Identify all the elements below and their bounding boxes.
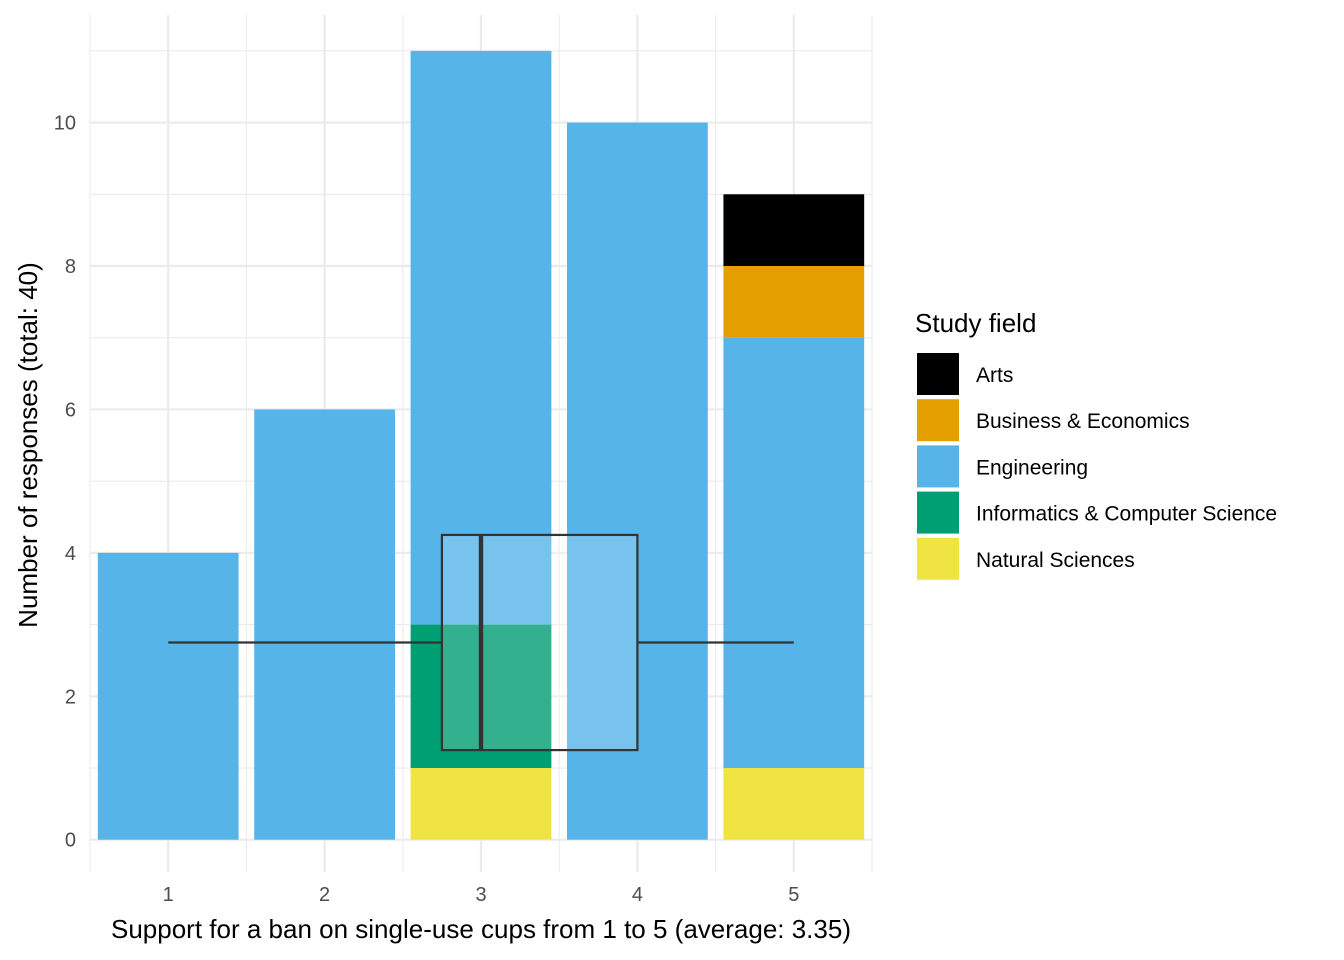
legend-title: Study field	[915, 308, 1036, 338]
bar-5-natural-sciences	[723, 768, 865, 840]
legend-label: Informatics & Computer Science	[976, 503, 1277, 526]
y-tick-label: 0	[65, 830, 76, 852]
legend-key	[917, 537, 959, 580]
legend-key	[917, 399, 959, 442]
x-axis-ticks: 1 2 3 4 5	[163, 884, 800, 906]
y-tick-label: 2	[65, 686, 76, 708]
legend-label: Arts	[976, 364, 1013, 387]
legend-label: Engineering	[976, 456, 1088, 479]
bar-3-engineering	[410, 50, 552, 625]
x-tick-label: 1	[163, 884, 174, 906]
bar-5-business-economics	[723, 266, 865, 338]
legend-label: Business & Economics	[976, 410, 1190, 433]
y-axis-title: Number of responses (total: 40)	[13, 262, 43, 628]
bars	[97, 50, 865, 840]
bar-3-natural-sciences	[410, 768, 552, 840]
x-tick-label: 4	[632, 884, 643, 906]
legend-label: Natural Sciences	[976, 549, 1135, 572]
x-tick-label: 3	[475, 884, 486, 906]
bar-2-engineering	[254, 409, 395, 840]
x-tick-label: 2	[319, 884, 330, 906]
boxplot-box	[440, 533, 639, 752]
legend-key	[917, 445, 959, 488]
x-tick-label: 5	[788, 884, 799, 906]
y-tick-label: 8	[65, 256, 76, 278]
bar-5-arts	[723, 194, 865, 267]
y-tick-label: 10	[54, 113, 76, 135]
legend: Study field Arts Business & Economics Engi…	[915, 308, 1277, 580]
y-tick-label: 6	[65, 399, 76, 421]
bar-1-engineering	[97, 552, 239, 840]
legend-key	[917, 353, 959, 395]
y-tick-label: 4	[65, 543, 76, 565]
legend-key	[917, 491, 959, 534]
boxplot	[168, 533, 794, 752]
x-axis-title: Support for a ban on single-use cups fro…	[111, 914, 851, 944]
y-axis-ticks: 0 2 4 6 8 10	[54, 113, 76, 852]
bar-5-engineering	[723, 337, 865, 769]
